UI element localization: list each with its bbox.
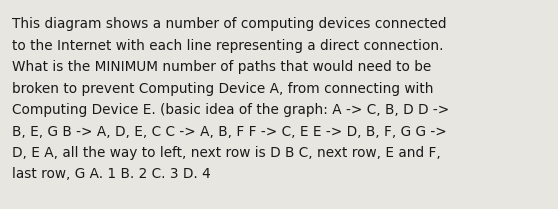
Text: to the Internet with each line representing a direct connection.: to the Internet with each line represent… (12, 38, 444, 52)
Text: This diagram shows a number of computing devices connected: This diagram shows a number of computing… (12, 17, 446, 31)
Text: D, E A, all the way to left, next row is D B C, next row, E and F,: D, E A, all the way to left, next row is… (12, 146, 441, 160)
Text: broken to prevent Computing Device A, from connecting with: broken to prevent Computing Device A, fr… (12, 82, 434, 96)
Text: last row, G A. 1 B. 2 C. 3 D. 4: last row, G A. 1 B. 2 C. 3 D. 4 (12, 167, 211, 181)
Text: What is the MINIMUM number of paths that would need to be: What is the MINIMUM number of paths that… (12, 60, 431, 74)
Text: B, E, G B -> A, D, E, C C -> A, B, F F -> C, E E -> D, B, F, G G ->: B, E, G B -> A, D, E, C C -> A, B, F F -… (12, 125, 447, 139)
Text: Computing Device E. (basic idea of the graph: A -> C, B, D D ->: Computing Device E. (basic idea of the g… (12, 103, 449, 117)
